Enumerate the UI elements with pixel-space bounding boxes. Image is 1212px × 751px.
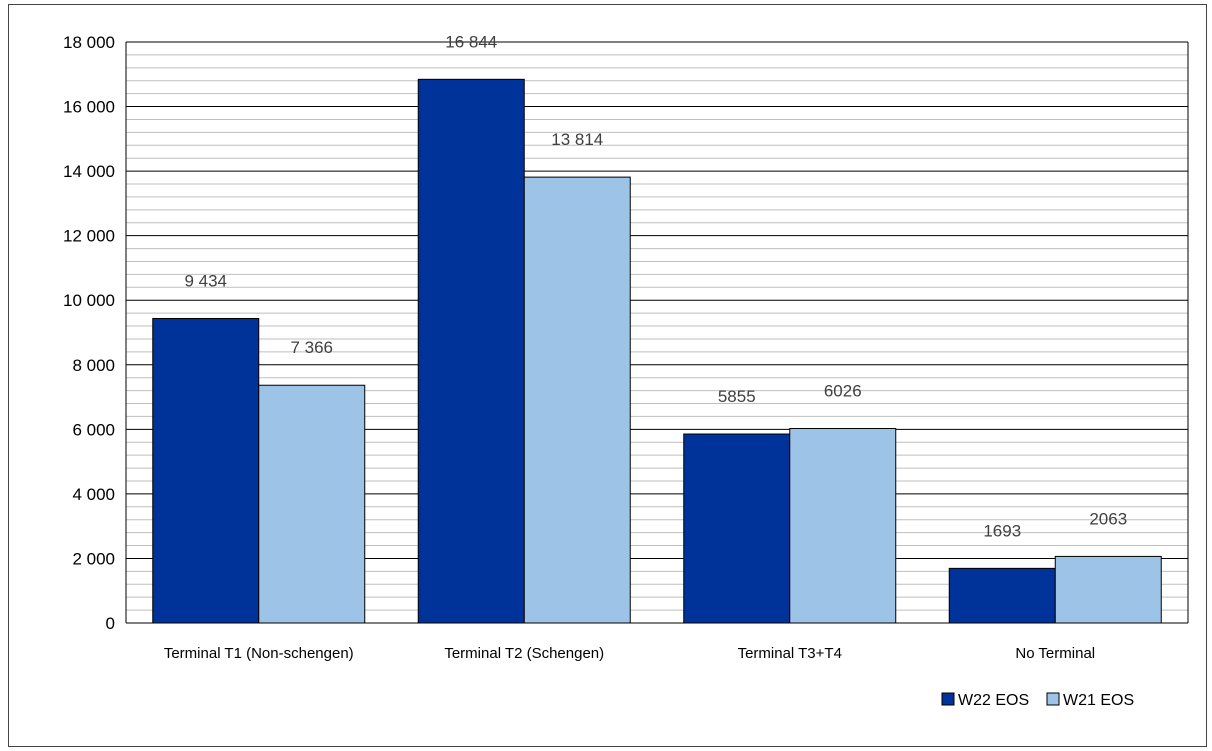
bar-chart: 0 2 000 4 000 6 000 8 000 10 000 12 000 14 000 1… [63,32,1189,709]
bar-w21-eos [523,176,631,624]
data-label: 13 814 [551,130,603,149]
bars-layer [152,78,1162,624]
axis-layer: 0 2 000 4 000 6 000 8 000 10 000 12 000 14 000 1… [63,33,1189,662]
y-tick-label: 4 000 [72,485,115,504]
data-label: 9 434 [184,271,227,290]
x-category-label: Terminal T3+T4 [738,645,842,662]
y-tick-label: 2 000 [72,549,115,568]
y-tick-label: 6 000 [72,420,115,439]
data-label: 16 844 [445,32,497,51]
data-label: 6026 [824,381,862,400]
chart-frame: 0 2 000 4 000 6 000 8 000 10 000 12 000 14 000 1… [8,4,1207,747]
bar-w21-eos [258,384,366,624]
bar-w22-eos [948,567,1056,624]
bar-w22-eos [683,433,791,624]
data-label: 7 366 [290,338,333,357]
bar-w22-eos [417,78,525,624]
y-tick-label: 16 000 [63,98,115,117]
legend-swatch-w22-eos [941,692,955,706]
y-tick-label: 10 000 [63,291,115,310]
data-label: 2063 [1089,509,1127,528]
y-tick-label: 18 000 [63,33,115,52]
y-tick-label: 14 000 [63,162,115,181]
data-label: 5855 [718,387,756,406]
x-category-label: Terminal T2 (Schengen) [444,645,604,662]
labels-layer: 9 434 7 366 16 844 13 814 5855 6026 1693 2063 [184,32,1127,540]
x-category-label: No Terminal [1015,645,1095,662]
legend-label: W22 EOS [958,692,1029,709]
legend-swatch-w21-eos [1046,692,1060,706]
y-tick-label: 0 [106,614,115,633]
bar-w21-eos [789,427,897,624]
bar-w21-eos [1054,555,1162,624]
y-tick-label: 8 000 [72,356,115,375]
legend: W22 EOS W21 EOS [941,692,1134,709]
legend-label: W21 EOS [1063,692,1134,709]
x-category-label: Terminal T1 (Non-schengen) [164,645,354,662]
y-tick-label: 12 000 [63,227,115,246]
data-label: 1693 [983,521,1021,540]
bar-w22-eos [152,317,260,624]
